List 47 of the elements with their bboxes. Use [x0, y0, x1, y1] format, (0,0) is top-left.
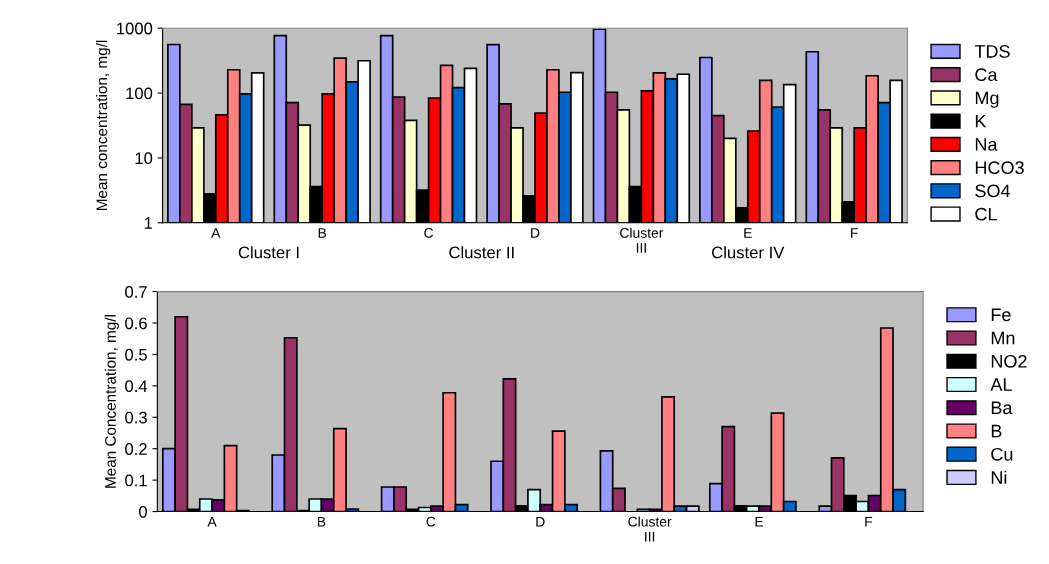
y-tick-label: 0.2: [125, 443, 147, 455]
y-tick-label: 1: [144, 217, 153, 229]
y-tick-label: 0.5: [125, 348, 147, 361]
x-tick-label: F: [851, 228, 858, 238]
y-tick-label: 0.3: [125, 411, 147, 424]
x-tick-label: D: [531, 228, 540, 238]
x-tick-label: B: [318, 228, 327, 238]
y-tick-label: 100: [126, 87, 153, 100]
y-tick-label: 0.4: [125, 380, 148, 393]
legend-label: Ca: [975, 68, 998, 82]
y-tick-label: 10: [135, 152, 153, 165]
legend-label: CL: [975, 207, 997, 221]
x-tick-label: C: [426, 516, 436, 527]
x-tick-label: Cluster III: [620, 227, 664, 253]
x-tick-label: Cluster III: [628, 516, 672, 542]
x-tick-label: A: [211, 228, 221, 238]
y-tick-label: 0.7: [125, 285, 147, 298]
y-tick-label: 0.6: [125, 317, 147, 330]
x-tick-label: D: [536, 516, 545, 527]
legend-label: SO4: [975, 184, 1011, 198]
legend-label: Mn: [991, 331, 1015, 345]
x-tick-label: B: [317, 516, 326, 527]
text: Cluster II: [449, 246, 514, 259]
legend-label: Ba: [991, 401, 1013, 415]
x-tick-label: A: [207, 516, 217, 527]
legend-label: AL: [990, 378, 1012, 391]
legend-label: HCO3: [975, 161, 1024, 175]
legend-label: Ni: [991, 470, 1007, 484]
legend-label: TDS: [974, 45, 1010, 58]
y-axis-title: Mean concentration, mg/l: [96, 40, 111, 210]
legend-label: K: [975, 114, 987, 128]
x-tick-label: E: [744, 228, 752, 238]
x-tick-label: E: [755, 516, 764, 527]
text: Cluster IV: [712, 246, 785, 259]
x-tick-label: C: [424, 228, 434, 238]
legend-label: Cu: [991, 447, 1013, 461]
y-axis-title: Mean Concentration, mg/l: [104, 315, 119, 488]
legend-label: B: [991, 424, 1002, 438]
legend-label: Fe: [991, 308, 1011, 322]
y-tick-label: 1000: [117, 22, 153, 35]
x-tick-label: F: [865, 516, 873, 527]
legend-label: NO2: [991, 354, 1027, 368]
legend-label: Mg: [975, 91, 999, 108]
legend-label: Na: [975, 138, 998, 151]
y-tick-label: 0.1: [125, 474, 147, 487]
y-tick-label: 0: [139, 505, 147, 518]
text: Cluster I: [238, 246, 299, 259]
